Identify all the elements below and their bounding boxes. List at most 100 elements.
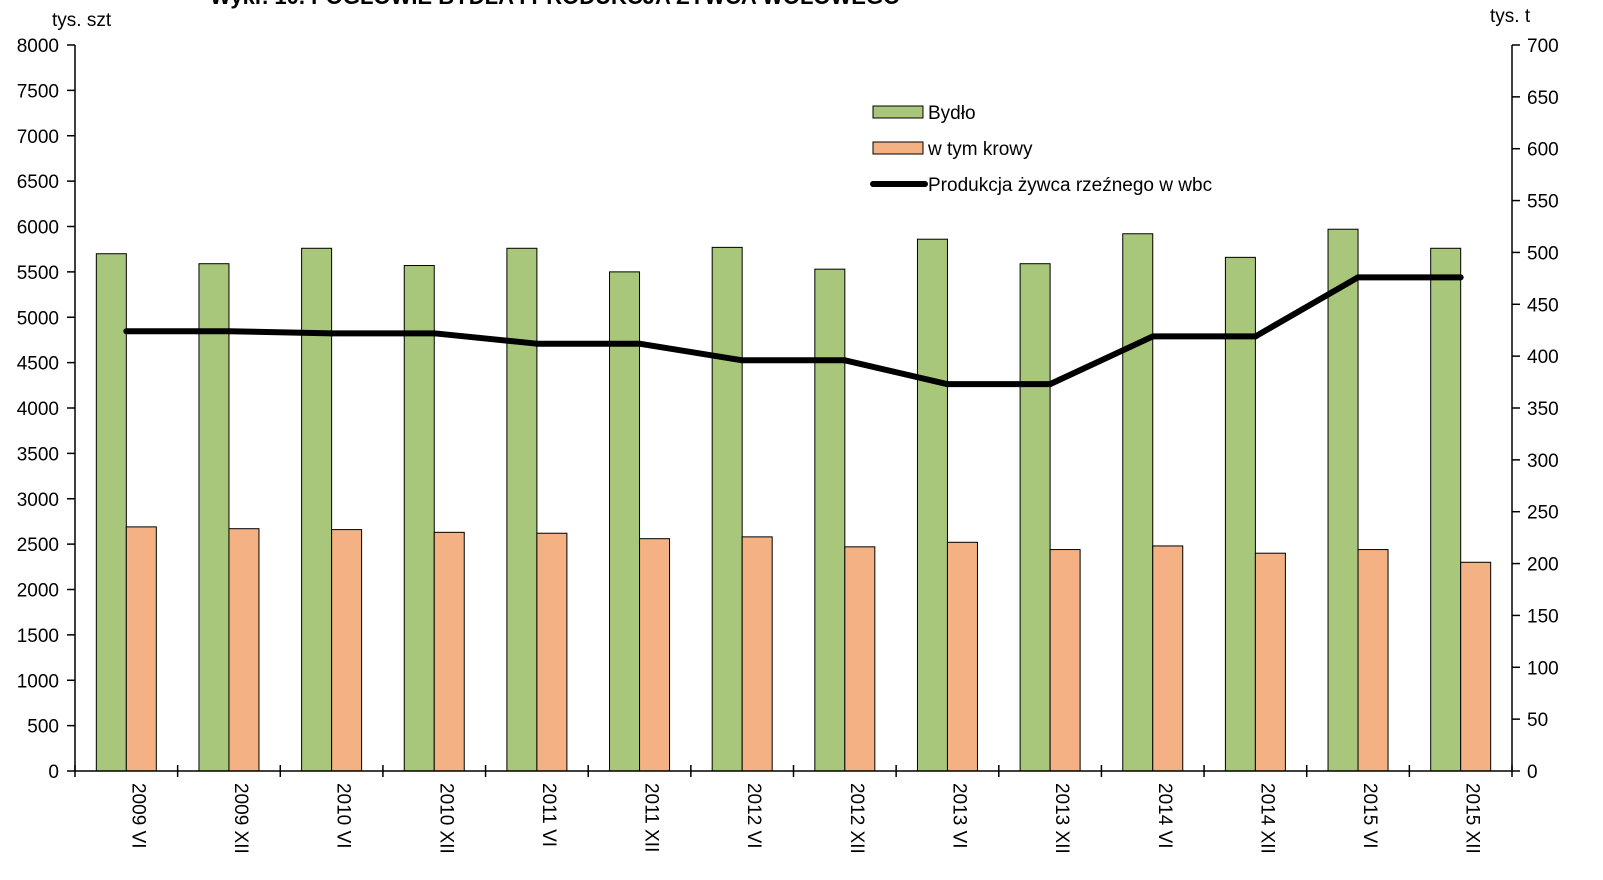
line-point-5 [636, 340, 643, 347]
bar-bydlo-8 [916, 238, 948, 772]
left-tick-label-2000: 2000 [17, 581, 59, 602]
bar-bydlo-12 [1327, 228, 1359, 772]
line-point-3 [431, 330, 438, 337]
right-tick-label-50: 50 [1527, 710, 1548, 731]
bar-krowy-4 [536, 532, 568, 772]
category-label-4: 2011 VI [538, 783, 559, 847]
bar-krowy-3 [433, 531, 465, 772]
bar-bydlo-9 [1019, 263, 1051, 772]
left-tick-label-7000: 7000 [17, 127, 59, 148]
legend-swatch-1 [872, 141, 924, 155]
line-point-12 [1355, 274, 1362, 281]
left-tick-label-8000: 8000 [17, 36, 59, 57]
category-label-6: 2012 VI [743, 783, 764, 849]
bar-bydlo-2 [301, 247, 333, 772]
legend-label-0: Bydło [928, 103, 976, 124]
bar-bydlo-6 [711, 246, 743, 772]
category-label-11: 2014 XII [1256, 783, 1277, 854]
left-tick-label-3500: 3500 [17, 444, 59, 465]
legend-label-1: w tym krowy [927, 139, 1033, 160]
bar-krowy-13 [1460, 561, 1492, 772]
category-label-7: 2012 XII [846, 783, 867, 854]
bar-bydlo-7 [814, 268, 846, 772]
line-point-6 [739, 357, 746, 364]
category-label-3: 2010 XII [435, 783, 456, 854]
bar-krowy-10 [1152, 545, 1184, 772]
line-produkcja [126, 274, 1461, 388]
right-axis-unit: tys. t [1490, 6, 1531, 27]
line-point-2 [328, 330, 335, 337]
bar-krowy-1 [228, 528, 260, 772]
right-tick-label-650: 650 [1527, 88, 1559, 109]
line-point-1 [225, 328, 232, 335]
bar-bydlo-0 [95, 253, 127, 772]
left-axis-unit: tys. szt [52, 10, 112, 31]
bar-krowy-2 [331, 529, 363, 772]
left-tick-label-4000: 4000 [17, 399, 59, 420]
bar-bydlo-3 [403, 265, 435, 772]
right-tick-label-500: 500 [1527, 243, 1559, 264]
right-tick-label-150: 150 [1527, 606, 1559, 627]
bar-bydlo-10 [1122, 233, 1154, 772]
left-tick-label-3000: 3000 [17, 490, 59, 511]
bar-krowy-7 [844, 546, 876, 772]
line-group [123, 274, 1464, 388]
right-tick-label-400: 400 [1527, 347, 1559, 368]
right-tick-label-450: 450 [1527, 295, 1559, 316]
legend-swatch-0 [872, 105, 924, 119]
line-point-10 [1149, 333, 1156, 340]
right-tick-label-600: 600 [1527, 140, 1559, 161]
bar-krowy-6 [741, 536, 773, 772]
right-tick-label-700: 700 [1527, 36, 1559, 57]
right-tick-label-250: 250 [1527, 503, 1559, 524]
left-tick-label-1500: 1500 [17, 626, 59, 647]
category-label-8: 2013 VI [948, 783, 969, 849]
category-label-12: 2015 VI [1359, 783, 1380, 849]
legend-label-2: Produkcja żywca rzeźnego w wbc [928, 175, 1212, 196]
bar-krowy-5 [639, 538, 671, 772]
line-point-8 [944, 381, 951, 388]
category-label-13: 2015 XII [1462, 783, 1483, 854]
right-tick-label-0: 0 [1527, 762, 1538, 783]
bar-krowy-12 [1357, 549, 1389, 772]
right-tick-label-300: 300 [1527, 451, 1559, 472]
category-label-1: 2009 XII [230, 783, 251, 854]
left-tick-label-2500: 2500 [17, 535, 59, 556]
legend: Bydło w tym krowy Produkcja żywca rzeźnego… [870, 103, 1212, 196]
left-tick-label-0: 0 [48, 762, 59, 783]
category-label-5: 2011 XII [641, 783, 662, 852]
bar-bydlo-4 [506, 247, 538, 772]
left-tick-label-1000: 1000 [17, 671, 59, 692]
line-point-13 [1457, 274, 1464, 281]
bar-krowy-8 [946, 541, 978, 772]
line-point-0 [123, 328, 130, 335]
bar-krowy-11 [1254, 552, 1286, 772]
right-tick-label-100: 100 [1527, 658, 1559, 679]
left-tick-label-6000: 6000 [17, 218, 59, 239]
category-label-10: 2014 VI [1154, 783, 1175, 849]
left-tick-label-5500: 5500 [17, 263, 59, 284]
chart-title: Wykr. 10. POGŁOWIE BYDŁA I PRODUKCJA ŻYW… [210, 0, 900, 9]
left-tick-label-6500: 6500 [17, 172, 59, 193]
bar-krowy-9 [1049, 549, 1081, 772]
line-point-11 [1252, 333, 1259, 340]
category-label-0: 2009 VI [127, 783, 148, 849]
left-tick-label-500: 500 [27, 717, 59, 738]
bar-bydlo-13 [1430, 247, 1462, 772]
bar-krowy-0 [125, 526, 157, 772]
category-label-2: 2010 VI [333, 783, 354, 849]
line-point-7 [841, 357, 848, 364]
category-label-9: 2013 XII [1051, 783, 1072, 854]
bars-group [95, 228, 1492, 772]
left-tick-label-5000: 5000 [17, 308, 59, 329]
line-point-9 [1047, 381, 1054, 388]
right-tick-label-200: 200 [1527, 555, 1559, 576]
right-tick-label-350: 350 [1527, 399, 1559, 420]
left-tick-label-7500: 7500 [17, 81, 59, 102]
left-tick-label-4500: 4500 [17, 354, 59, 375]
right-tick-label-550: 550 [1527, 192, 1559, 213]
bar-bydlo-5 [609, 271, 641, 772]
axes-group: 0500100015002000250030003500400045005000… [17, 36, 1559, 854]
line-point-4 [533, 340, 540, 347]
